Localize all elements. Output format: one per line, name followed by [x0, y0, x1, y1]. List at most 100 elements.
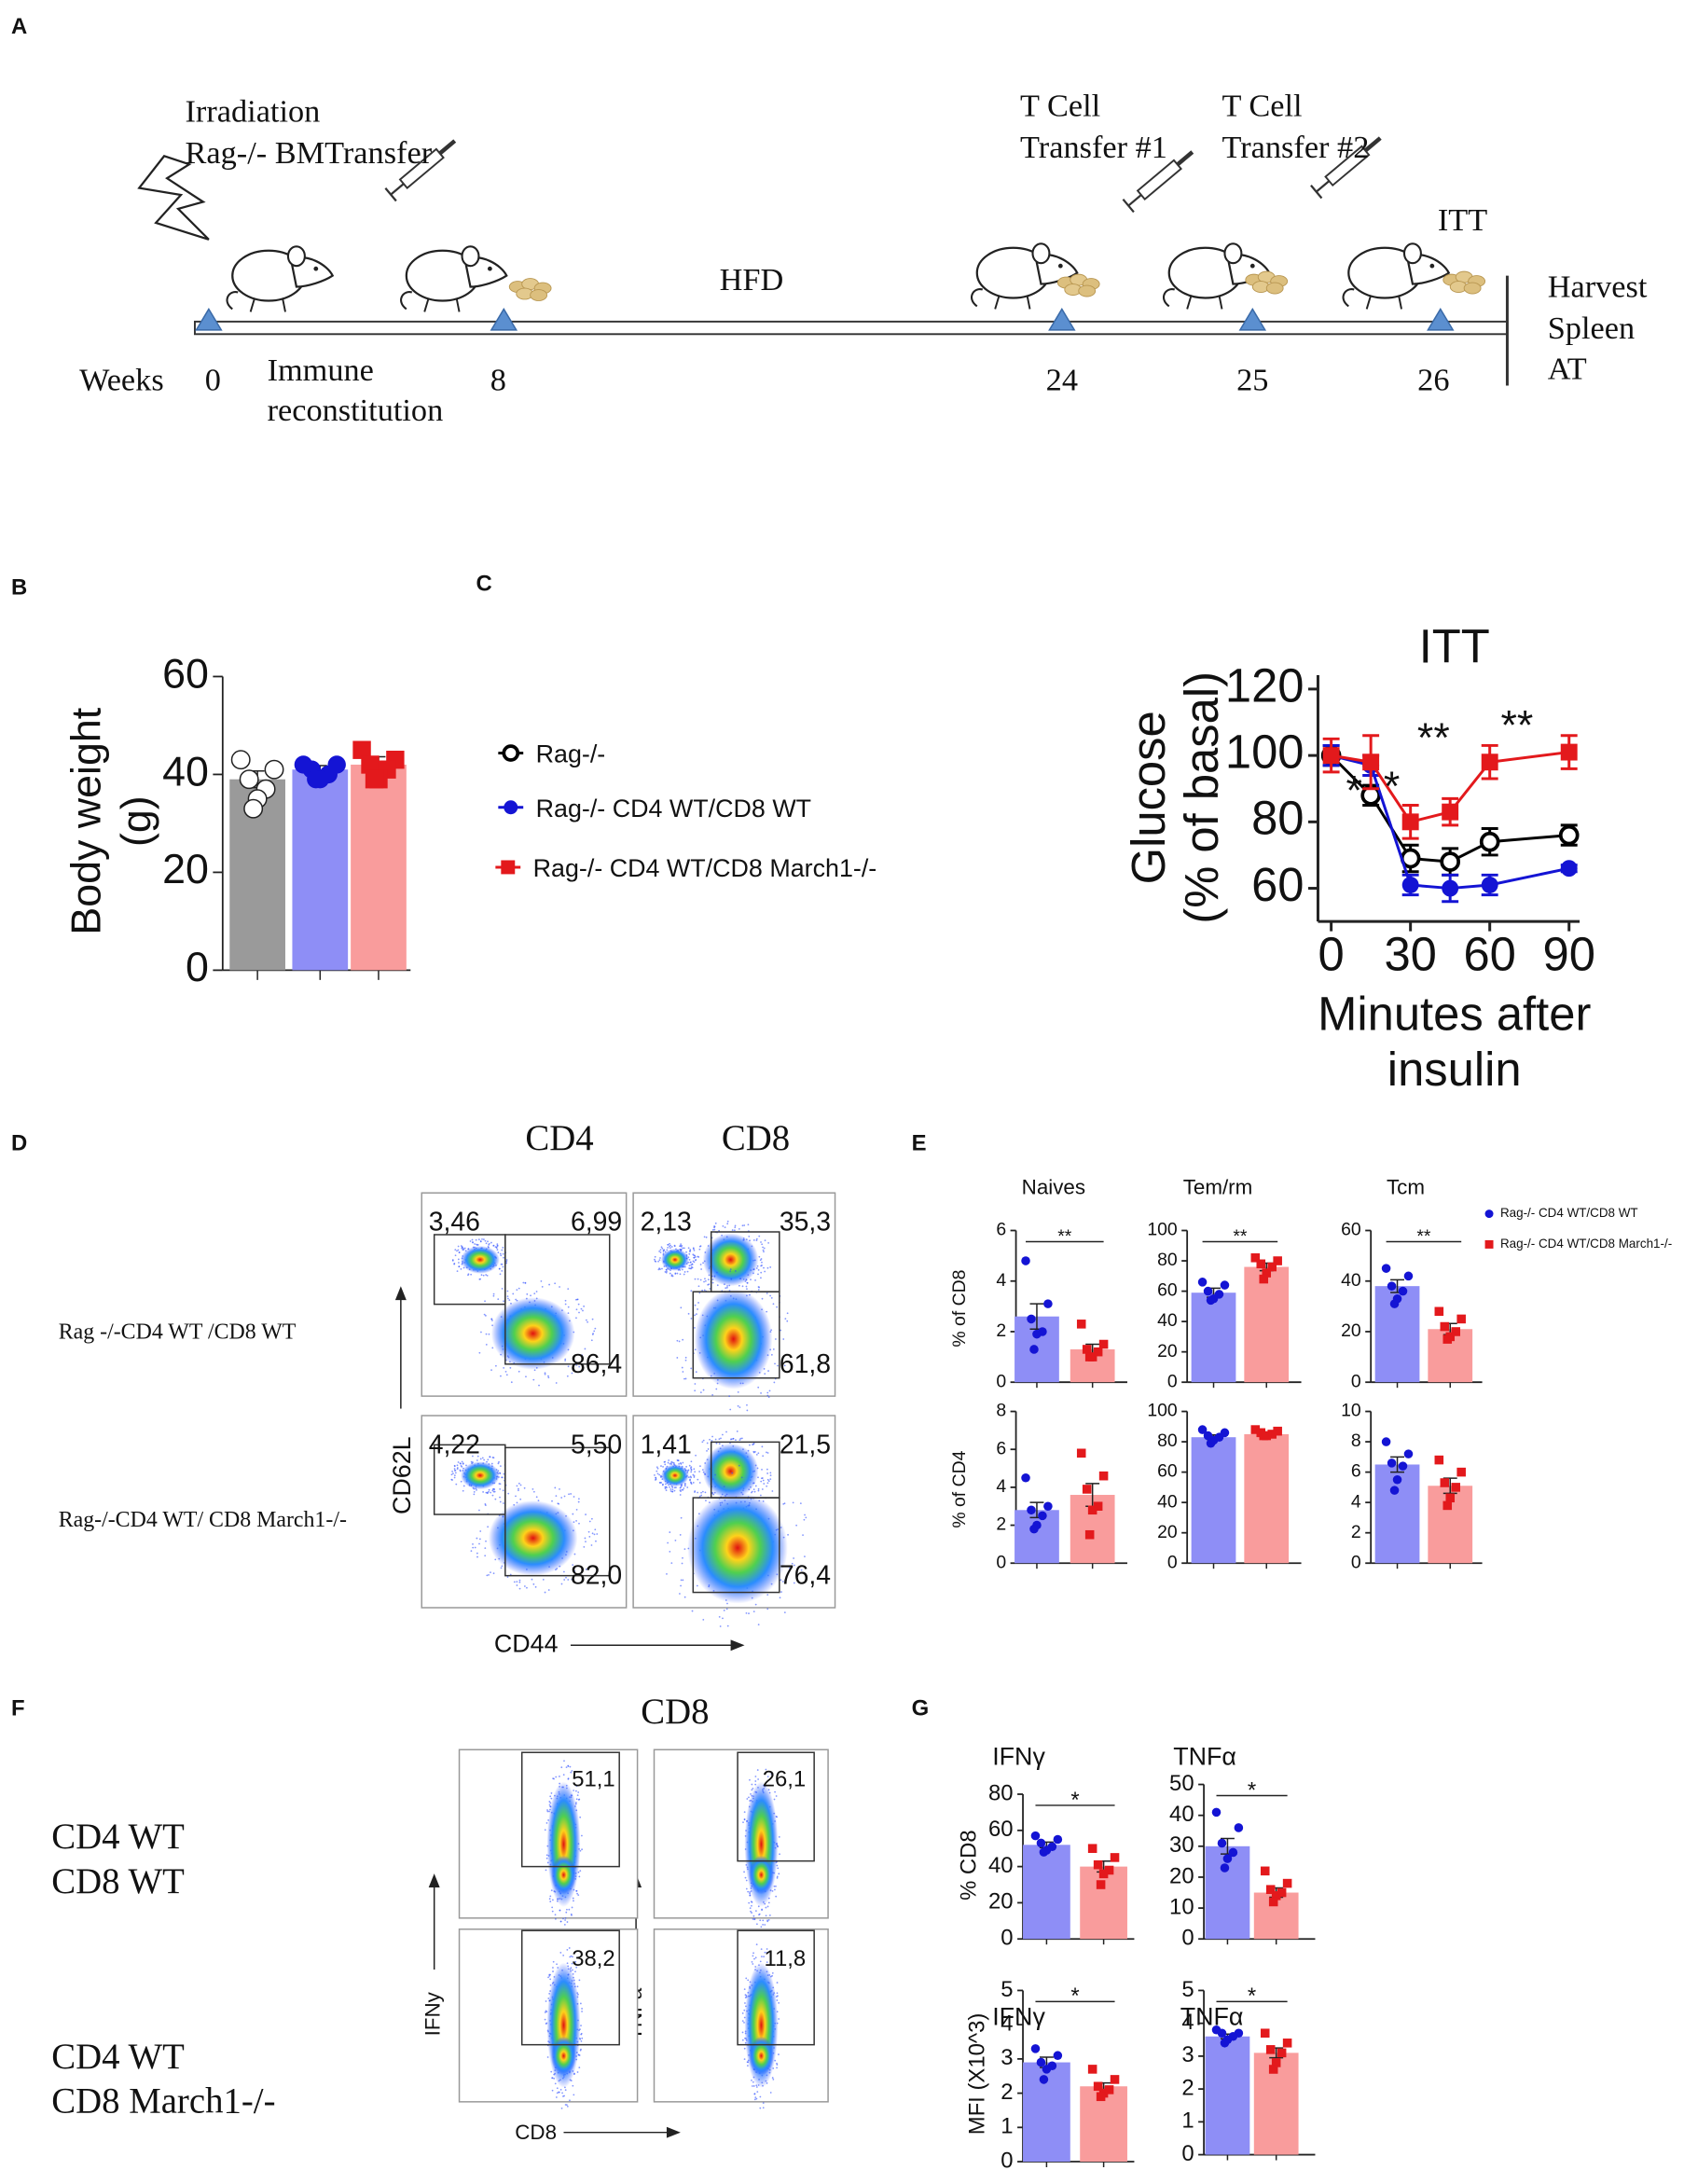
event-dot [679, 1494, 682, 1496]
event-dot [486, 1492, 489, 1495]
event-dot [654, 1473, 656, 1476]
event-dot [552, 1777, 554, 1780]
event-dot [676, 1272, 679, 1275]
event-dot [734, 1226, 737, 1229]
event-dot [765, 1914, 767, 1917]
event-dot [699, 1264, 702, 1265]
event-dot [458, 1262, 460, 1264]
event-dot [486, 1574, 489, 1577]
event-dot [559, 1920, 562, 1923]
event-dot [751, 1904, 752, 1907]
event-dot [713, 1226, 715, 1229]
event-dot [571, 1906, 573, 1909]
event-dot [682, 1338, 684, 1341]
event-dot [723, 1610, 725, 1611]
event-dot [487, 1458, 490, 1461]
point [1211, 1807, 1222, 1818]
event-dot [701, 1289, 704, 1292]
event-dot [573, 1790, 575, 1791]
event-dot [570, 1771, 573, 1774]
event-dot [780, 1591, 782, 1593]
event-dot [703, 1236, 706, 1238]
event-dot [594, 1327, 597, 1330]
event-dot [683, 1485, 686, 1487]
event-dot [546, 1810, 549, 1813]
event-dot [674, 1539, 677, 1541]
event-dot [516, 1485, 518, 1487]
y-tick-label: 10 [1169, 1894, 1194, 1919]
event-dot [774, 1338, 777, 1340]
y-tick-label: 0 [1001, 2148, 1013, 2173]
point [1265, 2045, 1276, 2054]
event-dot [454, 1249, 457, 1251]
event-dot [695, 1454, 697, 1457]
event-dot [781, 1581, 784, 1583]
week: 25 [1236, 362, 1268, 397]
point [1096, 2092, 1106, 2102]
event-dot [568, 1947, 571, 1949]
event-dot [688, 1464, 691, 1467]
event-dot [689, 1261, 692, 1264]
event-dot [671, 1490, 674, 1493]
event-dot [720, 1437, 722, 1440]
event-dot [654, 1258, 656, 1261]
event-dot [506, 1295, 509, 1297]
point [1273, 1256, 1282, 1265]
event-dot [560, 1497, 563, 1499]
event-dot [754, 2096, 757, 2099]
point [1268, 2065, 1278, 2074]
event-dot [711, 1279, 714, 1281]
event-dot [733, 1229, 736, 1232]
event-dot [457, 1245, 460, 1248]
event-dot [745, 1285, 748, 1288]
event-dot [470, 1273, 473, 1276]
event-dot [563, 1570, 565, 1573]
event-dot [575, 1889, 578, 1892]
event-dot [552, 1960, 555, 1963]
event-dot [669, 1462, 671, 1465]
point [1197, 1425, 1208, 1434]
event-dot [549, 1978, 552, 1981]
event-dot [656, 1466, 658, 1469]
event-dot [501, 1288, 504, 1290]
event-dot [780, 1579, 782, 1582]
event-dot [679, 1593, 681, 1595]
event-dot [669, 1242, 670, 1245]
event-dot [761, 1909, 763, 1911]
event-dot [498, 1267, 501, 1270]
point [230, 750, 251, 770]
gate-percent: 76,4 [780, 1561, 831, 1591]
point [1250, 1253, 1261, 1263]
event-dot [774, 1362, 776, 1365]
event-dot [516, 1289, 518, 1292]
event-dot [564, 1303, 567, 1306]
y-tick-label: 100 [1147, 1220, 1178, 1240]
point [1389, 1486, 1400, 1495]
event-dot [453, 1465, 456, 1468]
event-dot [711, 1435, 713, 1438]
event-dot [676, 1357, 679, 1359]
event-dot [738, 1406, 741, 1409]
event-dot [656, 1467, 659, 1470]
event-dot [666, 1270, 668, 1273]
event-dot [492, 1292, 495, 1295]
event-dot [751, 1490, 753, 1493]
event-dot [680, 1579, 683, 1582]
event-dot [716, 1271, 718, 1274]
event-dot [581, 2011, 583, 2012]
event-dot [754, 1485, 757, 1487]
event-dot [683, 1377, 685, 1380]
event-dot [765, 1768, 767, 1771]
event-dot [745, 1879, 748, 1882]
event-dot [456, 1250, 458, 1252]
event-dot [500, 1254, 503, 1257]
event-dot [694, 1491, 696, 1493]
point [365, 769, 384, 789]
event-dot [665, 1489, 668, 1491]
event-dot [567, 1764, 570, 1767]
event-dot [681, 1485, 683, 1487]
point [1398, 1286, 1408, 1296]
y-tick-label: 3 [1001, 2045, 1013, 2070]
error-bar [1390, 1456, 1404, 1473]
event-dot [795, 1524, 798, 1527]
